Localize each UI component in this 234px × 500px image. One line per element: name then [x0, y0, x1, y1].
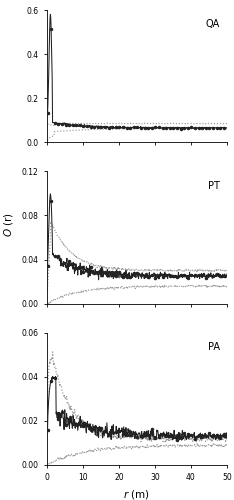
Text: PT: PT: [208, 180, 220, 190]
Text: PA: PA: [208, 342, 220, 352]
X-axis label: $r$ (m): $r$ (m): [124, 488, 150, 500]
Text: QA: QA: [205, 20, 220, 30]
Text: $O$ (r): $O$ (r): [2, 212, 15, 238]
